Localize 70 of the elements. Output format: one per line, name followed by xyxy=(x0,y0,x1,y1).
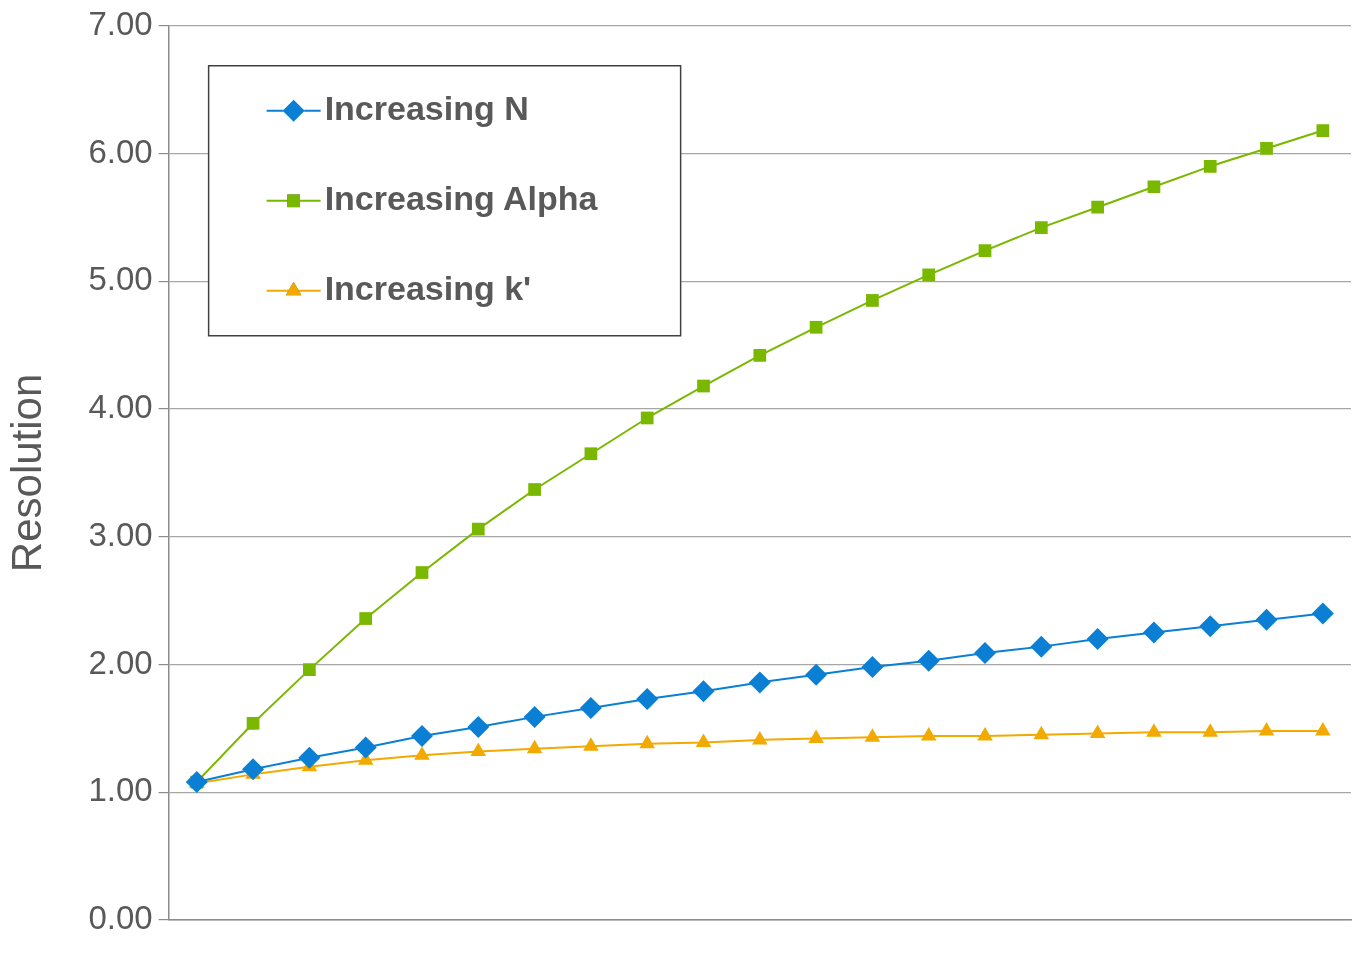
point xyxy=(354,736,377,759)
point xyxy=(974,642,997,665)
point xyxy=(242,758,265,781)
point xyxy=(467,716,490,739)
point xyxy=(1030,635,1053,658)
point xyxy=(1034,221,1048,234)
point xyxy=(922,268,936,282)
point xyxy=(752,730,768,745)
point xyxy=(1089,724,1106,738)
point xyxy=(415,566,429,579)
point xyxy=(692,680,715,703)
point xyxy=(697,379,710,393)
point xyxy=(584,447,598,461)
point xyxy=(977,727,993,741)
point xyxy=(864,728,881,742)
point xyxy=(528,483,541,496)
point xyxy=(1258,721,1275,736)
point xyxy=(246,716,260,730)
point xyxy=(359,612,373,625)
point xyxy=(298,746,321,769)
y-tick-label: 3.00 xyxy=(88,515,153,553)
y-tick-label: 0.00 xyxy=(88,899,153,937)
point xyxy=(1086,627,1109,650)
point xyxy=(753,349,767,362)
point xyxy=(861,656,884,679)
point xyxy=(185,771,208,794)
point xyxy=(410,725,433,748)
point xyxy=(866,294,879,307)
point xyxy=(1316,124,1330,137)
point xyxy=(303,663,316,676)
y-tick-label: 2.00 xyxy=(88,643,153,681)
point xyxy=(1146,723,1162,737)
point xyxy=(414,746,430,760)
point xyxy=(920,727,937,741)
point xyxy=(1091,200,1104,214)
point xyxy=(978,244,992,257)
point xyxy=(1202,723,1219,737)
y-tick-label: 1.00 xyxy=(88,771,153,809)
point xyxy=(1315,721,1331,736)
point xyxy=(805,663,828,686)
point xyxy=(636,688,659,711)
y-tick-label: 4.00 xyxy=(88,388,153,426)
point xyxy=(1147,180,1161,194)
point xyxy=(1142,621,1165,644)
point xyxy=(917,649,940,672)
point xyxy=(1255,608,1278,631)
point xyxy=(639,734,655,749)
point xyxy=(808,729,824,744)
point xyxy=(1311,602,1334,625)
point xyxy=(640,411,654,425)
point xyxy=(1033,725,1050,740)
point xyxy=(583,737,599,751)
legend-label: Increasing k' xyxy=(324,269,532,308)
point xyxy=(1260,142,1273,155)
y-tick-label: 6.00 xyxy=(88,132,153,170)
point xyxy=(471,522,485,536)
y-axis-title: Resolution xyxy=(2,373,50,573)
point xyxy=(579,696,602,719)
y-tick-label: 7.00 xyxy=(88,4,153,42)
point xyxy=(1199,615,1222,638)
point xyxy=(523,705,546,728)
point xyxy=(1203,159,1217,173)
y-tick-label: 5.00 xyxy=(88,260,153,298)
legend-label: Increasing Alpha xyxy=(324,179,599,218)
point xyxy=(809,320,823,334)
point xyxy=(695,733,712,747)
point xyxy=(748,671,771,694)
legend-label: Increasing N xyxy=(324,89,529,128)
point xyxy=(470,742,487,756)
point xyxy=(526,739,543,754)
